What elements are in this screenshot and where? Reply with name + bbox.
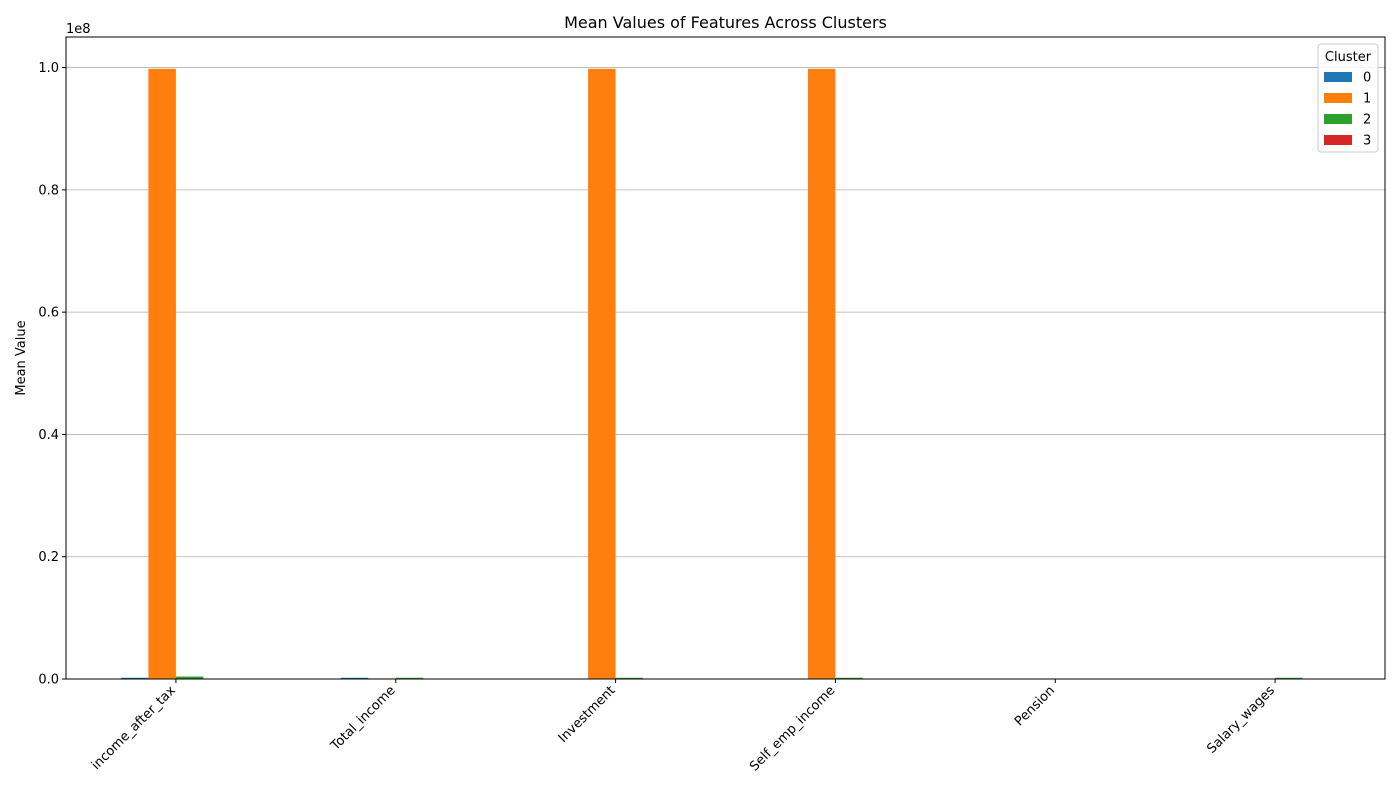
x-tick-label: Pension [1012,683,1058,729]
legend-label: 0 [1363,71,1371,86]
bar [395,677,424,679]
bar [120,677,149,679]
y-tick-label: 0.2 [38,550,59,565]
x-tick-label: Investment [556,683,619,746]
y-axis-label: Mean Value [14,320,29,395]
bar [148,68,176,679]
legend-label: 3 [1363,134,1371,149]
x-tick-label: Total_income [328,683,399,754]
legend-swatch [1324,72,1352,82]
y-tick-label: 1.0 [38,61,59,76]
chart-title: Mean Values of Features Across Clusters [564,13,887,32]
legend-label: 1 [1363,92,1371,107]
plot-area [65,36,1386,680]
y-axis-ticks: 0.0 0.2 0.4 0.6 0.8 1.0 [38,61,66,688]
bar [340,677,369,679]
x-tick-label: income_after_tax [89,683,179,773]
bars [120,68,1331,679]
bar [175,676,204,679]
x-tick-label: Self_emp_income [747,683,838,774]
legend-items: 0 1 2 3 [1324,71,1371,149]
y-tick-label: 0.8 [38,183,59,198]
bar [1275,677,1303,679]
legend-title: Cluster [1325,50,1372,65]
y-axis-scale-label: 1e8 [66,22,91,37]
legend-swatch [1324,93,1352,103]
legend-label: 2 [1363,113,1371,128]
bar [835,677,863,679]
bar [615,677,644,679]
y-tick-label: 0.0 [38,673,59,688]
legend: Cluster 0 1 2 3 [1317,43,1379,153]
bar [807,68,836,679]
legend-swatch [1324,135,1352,145]
x-axis-ticks: income_after_tax Total_income Investment Se… [89,679,1278,774]
bar [588,68,616,679]
legend-swatch [1324,114,1352,124]
y-tick-label: 0.6 [38,306,59,321]
y-tick-label: 0.4 [38,428,59,443]
gridlines [66,67,1385,680]
x-tick-label: Salary_wages [1204,683,1278,757]
